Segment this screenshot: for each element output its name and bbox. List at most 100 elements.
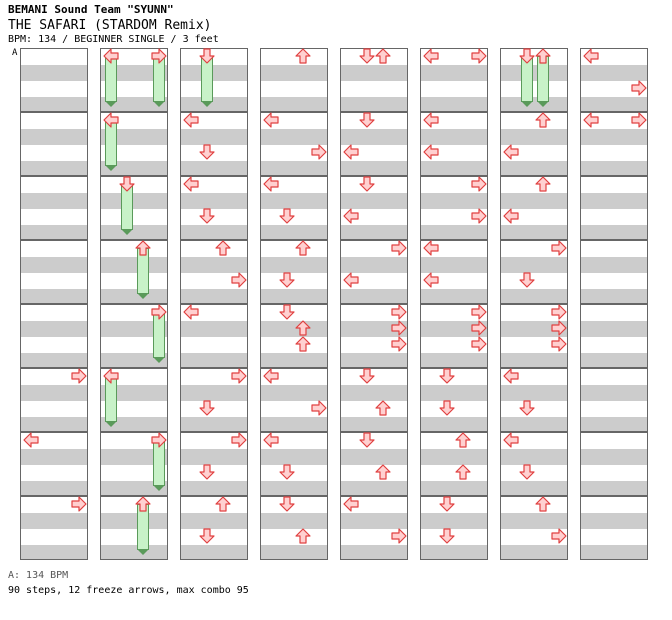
beat-stripe: [501, 289, 567, 303]
measure: [500, 176, 568, 240]
beat-stripe: [421, 481, 487, 495]
beat-stripe: [421, 385, 487, 401]
arrow-down-icon: [119, 176, 135, 192]
beat-stripe: [181, 225, 247, 239]
beat-stripe: [501, 193, 567, 209]
arrow-right-icon: [71, 368, 87, 384]
beat-stripe: [101, 417, 167, 431]
measure: [260, 48, 328, 112]
arrow-right-icon: [551, 304, 567, 320]
beat-stripe: [261, 97, 327, 111]
measure: [260, 240, 328, 304]
freeze-arrow-end: [105, 101, 117, 107]
measure: [500, 368, 568, 432]
beat-stripe: [581, 225, 647, 239]
beat-stripe: [421, 257, 487, 273]
beat-stripe: [421, 193, 487, 209]
beat-stripe: [581, 161, 647, 175]
beat-stripe: [101, 513, 167, 529]
measure: [580, 240, 648, 304]
arrow-left-icon: [23, 432, 39, 448]
beat-stripe: [261, 321, 327, 337]
beat-stripe: [501, 545, 567, 559]
measure: [260, 304, 328, 368]
beat-stripe: [501, 417, 567, 431]
footer-bpm: A: 134 BPM: [8, 570, 69, 581]
beat-stripe: [421, 353, 487, 367]
arrow-down-icon: [359, 368, 375, 384]
beat-stripe: [21, 417, 87, 431]
arrow-up-icon: [295, 240, 311, 256]
beat-stripe: [581, 545, 647, 559]
song-title: THE SAFARI (STARDOM Remix): [8, 18, 212, 33]
measure: [100, 240, 168, 304]
arrow-right-icon: [471, 336, 487, 352]
arrow-up-icon: [535, 48, 551, 64]
beat-stripe: [581, 257, 647, 273]
arrow-right-icon: [231, 368, 247, 384]
arrow-up-icon: [375, 48, 391, 64]
arrow-right-icon: [551, 320, 567, 336]
arrow-left-icon: [503, 144, 519, 160]
measure: [420, 432, 488, 496]
beat-stripe: [501, 129, 567, 145]
beat-stripe: [581, 481, 647, 495]
arrow-up-icon: [215, 496, 231, 512]
beat-stripe: [581, 193, 647, 209]
beat-stripe: [341, 481, 407, 495]
beat-stripe: [581, 513, 647, 529]
arrow-down-icon: [359, 112, 375, 128]
beat-stripe: [581, 385, 647, 401]
beat-stripe: [261, 545, 327, 559]
freeze-arrow-end: [105, 165, 117, 171]
beat-stripe: [421, 65, 487, 81]
measure: [420, 496, 488, 560]
chart-column: [260, 48, 328, 560]
arrow-left-icon: [343, 496, 359, 512]
beat-stripe: [21, 289, 87, 303]
arrow-left-icon: [343, 144, 359, 160]
arrow-left-icon: [183, 304, 199, 320]
beat-stripe: [501, 161, 567, 175]
beat-stripe: [101, 193, 167, 209]
arrow-left-icon: [503, 368, 519, 384]
arrow-left-icon: [503, 432, 519, 448]
beat-stripe: [501, 513, 567, 529]
arrow-down-icon: [279, 496, 295, 512]
beat-stripe: [421, 129, 487, 145]
measure: [20, 48, 88, 112]
beat-stripe: [21, 321, 87, 337]
measure: [260, 496, 328, 560]
arrow-up-icon: [455, 432, 471, 448]
measure: [100, 432, 168, 496]
beat-stripe: [181, 65, 247, 81]
beat-stripe: [261, 417, 327, 431]
beat-stripe: [581, 289, 647, 303]
beat-stripe: [341, 545, 407, 559]
beat-stripe: [421, 289, 487, 303]
arrow-right-icon: [631, 80, 647, 96]
beat-stripe: [181, 321, 247, 337]
arrow-right-icon: [231, 432, 247, 448]
beat-stripe: [581, 353, 647, 367]
arrow-left-icon: [423, 272, 439, 288]
beat-stripe: [101, 449, 167, 465]
beat-stripe: [341, 225, 407, 239]
beat-stripe: [21, 257, 87, 273]
beat-stripe: [101, 545, 167, 559]
measure: [180, 48, 248, 112]
measure: [260, 432, 328, 496]
measure: [180, 368, 248, 432]
beat-stripe: [21, 545, 87, 559]
beat-stripe: [341, 353, 407, 367]
measure: [500, 496, 568, 560]
beat-stripe: [21, 97, 87, 111]
beat-stripe: [261, 449, 327, 465]
arrow-up-icon: [295, 336, 311, 352]
beat-stripe: [421, 417, 487, 431]
beat-stripe: [501, 225, 567, 239]
arrow-up-icon: [375, 400, 391, 416]
measure: [20, 176, 88, 240]
arrow-right-icon: [471, 176, 487, 192]
arrow-down-icon: [279, 208, 295, 224]
